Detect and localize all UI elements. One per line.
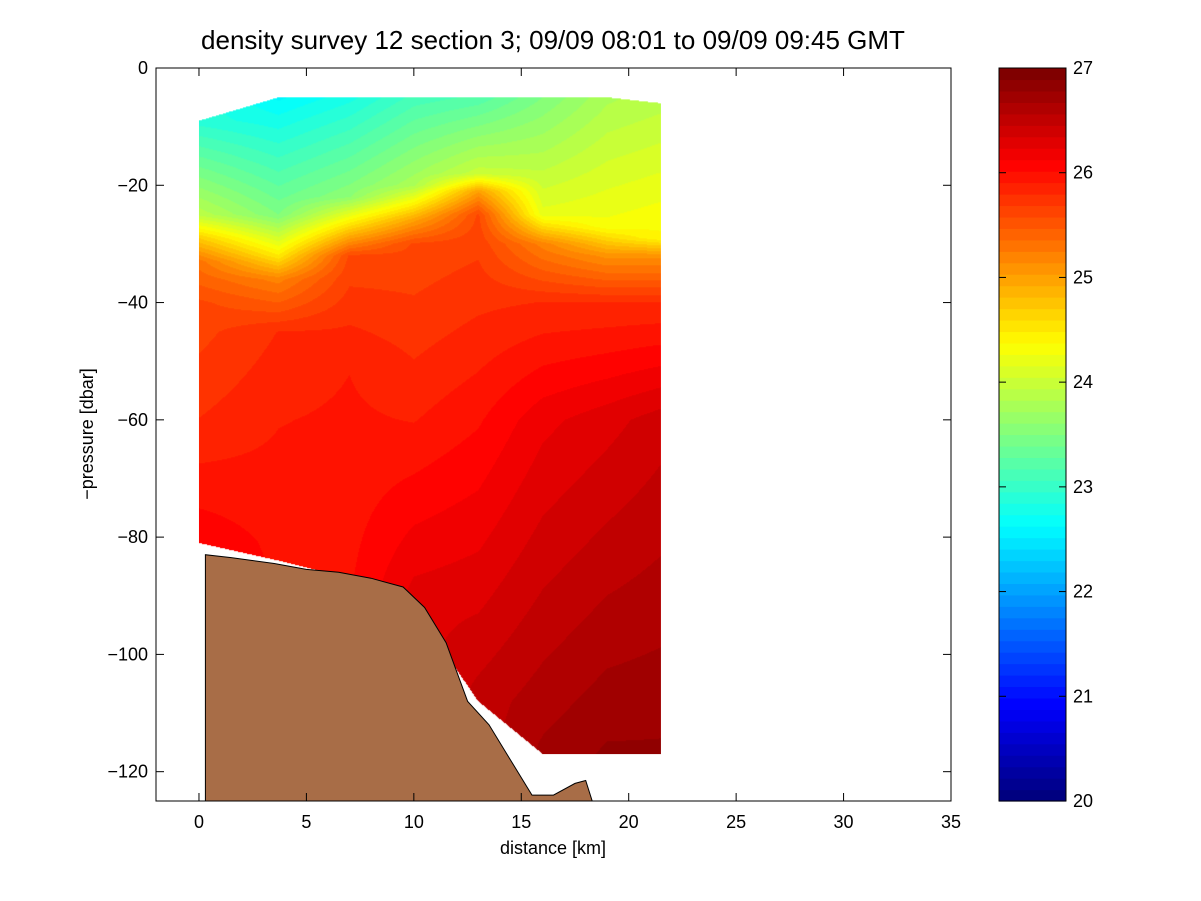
colorbar-band — [999, 434, 1066, 447]
colorbar-band — [999, 560, 1066, 573]
colorbar-band — [999, 789, 1066, 802]
colorbar-tick-label: 25 — [1073, 267, 1093, 287]
colorbar-band — [999, 503, 1066, 516]
colorbar: 20 21 22 23 24 25 26 27 — [998, 58, 1093, 811]
colorbar-frame — [998, 67, 1067, 802]
colorbar-band — [999, 388, 1066, 401]
colorbar-band — [999, 297, 1066, 310]
colorbar-band — [999, 79, 1066, 92]
colorbar-band — [999, 148, 1066, 161]
x-tick-label: 5 — [301, 812, 311, 832]
y-tick-label: −80 — [117, 527, 148, 547]
colorbar-band — [999, 171, 1066, 184]
x-axis: 0 5 10 15 20 25 30 35 — [194, 68, 961, 832]
colorbar-band — [999, 480, 1066, 493]
colorbar-band — [999, 125, 1066, 138]
colorbar-band — [999, 594, 1066, 607]
colorbar-band — [999, 331, 1066, 344]
y-tick-label: −20 — [117, 175, 148, 195]
colorbar-band — [999, 400, 1066, 413]
x-tick-label: 30 — [834, 812, 854, 832]
colorbar-band — [999, 365, 1066, 378]
y-axis: 0 −20 −40 −60 −80 −100 −120 — [107, 58, 951, 782]
colorbar-band — [999, 113, 1066, 126]
colorbar-band — [999, 583, 1066, 596]
colorbar-band — [999, 251, 1066, 264]
colorbar-band — [999, 468, 1066, 481]
colorbar-tick-label: 24 — [1073, 372, 1093, 392]
colorbar-band — [999, 457, 1066, 470]
colorbar-band — [999, 102, 1066, 115]
colorbar-band — [999, 205, 1066, 218]
colorbar-band — [999, 342, 1066, 355]
colorbar-band — [999, 319, 1066, 333]
colorbar-band — [999, 697, 1066, 710]
y-axis-label: −pressure [dbar] — [77, 368, 97, 500]
colorbar-band — [999, 423, 1066, 436]
colorbar-band — [999, 571, 1066, 584]
colorbar-band — [999, 766, 1066, 779]
colorbar-band — [999, 445, 1066, 459]
colorbar-tick-label: 27 — [1073, 58, 1093, 78]
colorbar-band — [999, 68, 1066, 81]
colorbar-band — [999, 652, 1066, 665]
colorbar-band — [999, 675, 1066, 688]
colorbar-tick-label: 22 — [1073, 582, 1093, 602]
colorbar-tick-label: 26 — [1073, 163, 1093, 183]
colorbar-band — [999, 778, 1066, 791]
colorbar-band — [999, 377, 1066, 390]
colorbar-band — [999, 629, 1066, 642]
colorbar-band — [999, 606, 1066, 619]
colorbar-band — [999, 709, 1066, 722]
colorbar-band — [999, 720, 1066, 733]
x-tick-label: 10 — [404, 812, 424, 832]
colorbar-band — [999, 159, 1066, 172]
colorbar-band — [999, 686, 1066, 699]
colorbar-band — [999, 755, 1066, 768]
x-axis-label: distance [km] — [500, 838, 606, 858]
colorbar-band — [999, 617, 1066, 630]
colorbar-ticks: 20 21 22 23 24 25 26 27 — [999, 58, 1093, 811]
x-tick-label: 0 — [194, 812, 204, 832]
colorbar-band — [999, 549, 1066, 562]
colorbar-band — [999, 537, 1066, 550]
colorbar-band — [999, 491, 1066, 504]
colorbar-tick-label: 21 — [1073, 686, 1093, 706]
seafloor-bathymetry — [204, 554, 593, 801]
colorbar-band — [999, 274, 1066, 287]
y-tick-label: −60 — [117, 410, 148, 430]
colorbar-band — [999, 228, 1066, 241]
x-tick-label: 35 — [941, 812, 961, 832]
colorbar-band — [999, 90, 1066, 103]
colorbar-band — [999, 640, 1066, 653]
x-tick-label: 15 — [511, 812, 531, 832]
colorbar-gradient — [999, 68, 1066, 802]
colorbar-band — [999, 732, 1066, 745]
y-tick-label: 0 — [138, 58, 148, 78]
colorbar-band — [999, 743, 1066, 756]
colorbar-band — [999, 663, 1066, 676]
plot-frame — [155, 67, 952, 802]
colorbar-band — [999, 182, 1066, 195]
colorbar-band — [999, 514, 1066, 527]
colorbar-band — [999, 285, 1066, 298]
colorbar-band — [999, 526, 1066, 539]
chart-title: density survey 12 section 3; 09/09 08:01… — [201, 25, 905, 55]
y-tick-label: −40 — [117, 293, 148, 313]
colorbar-band — [999, 411, 1066, 424]
colorbar-band — [999, 239, 1066, 252]
colorbar-band — [999, 262, 1066, 275]
colorbar-band — [999, 216, 1066, 229]
colorbar-band — [999, 354, 1066, 367]
x-tick-label: 25 — [726, 812, 746, 832]
colorbar-band — [999, 136, 1066, 149]
y-tick-label: −120 — [107, 762, 148, 782]
colorbar-band — [999, 193, 1066, 207]
y-tick-label: −100 — [107, 644, 148, 664]
colorbar-tick-label: 23 — [1073, 477, 1093, 497]
x-tick-label: 20 — [619, 812, 639, 832]
colorbar-band — [999, 308, 1066, 321]
colorbar-tick-label: 20 — [1073, 791, 1093, 811]
